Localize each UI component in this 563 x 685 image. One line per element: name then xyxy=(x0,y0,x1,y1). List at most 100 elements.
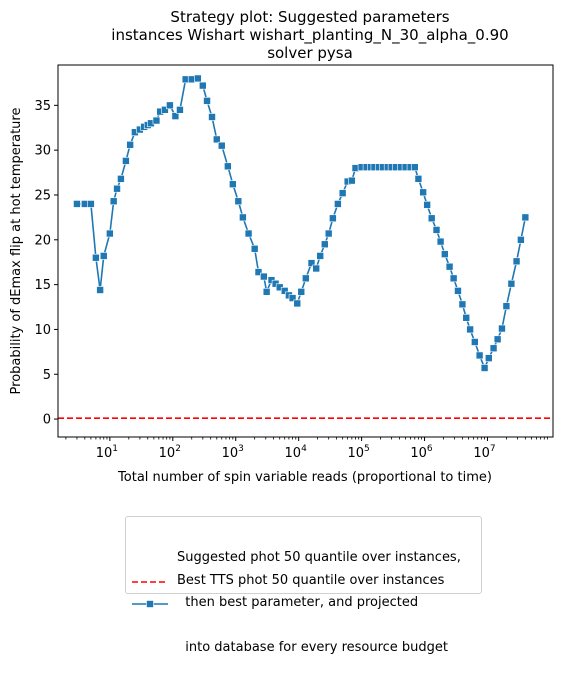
data-point-84 xyxy=(462,313,471,322)
data-point-36 xyxy=(250,244,259,253)
y-tick-label-4: 20 xyxy=(34,233,51,248)
data-point-26 xyxy=(199,81,207,90)
chart-title-line-3: solver pysa xyxy=(267,44,353,62)
data-point-30 xyxy=(217,141,226,150)
data-point-19 xyxy=(161,106,169,114)
data-point-73 xyxy=(414,175,423,183)
data-point-34 xyxy=(239,213,247,222)
data-point-27 xyxy=(203,97,211,105)
data-point-53 xyxy=(324,229,333,238)
data-point-88 xyxy=(480,364,489,372)
data-point-35 xyxy=(244,229,253,238)
data-point-8 xyxy=(113,184,121,193)
legend-entry-best-tts: Best TTS phot 50 quantile over instances xyxy=(126,573,444,588)
data-point-82 xyxy=(454,287,462,295)
data-point-85 xyxy=(466,325,474,334)
data-point-5 xyxy=(99,252,108,260)
data-point-45 xyxy=(288,294,297,302)
data-point-92 xyxy=(498,324,506,333)
plot-area: 101 102 103 104 105 106 107 0 5 10 15 20 25 30 35 Tot… xyxy=(9,64,554,485)
data-point-47 xyxy=(297,287,306,296)
data-point-74 xyxy=(419,188,427,197)
data-point-81 xyxy=(449,274,458,283)
data-point-90 xyxy=(489,344,498,353)
legend: Suggested phot 50 quantile over instance… xyxy=(125,516,482,655)
data-point-37 xyxy=(254,268,263,276)
y-axis: 0 5 10 15 20 25 30 35 xyxy=(34,99,58,428)
series-layer xyxy=(58,74,553,419)
data-point-89 xyxy=(484,354,493,362)
data-point-21 xyxy=(171,112,180,120)
data-point-97 xyxy=(521,213,530,222)
data-point-58 xyxy=(348,176,356,185)
data-point-52 xyxy=(320,240,329,249)
chart-title-line-1: Strategy plot: Suggested parameters xyxy=(170,8,450,26)
data-point-51 xyxy=(316,252,325,260)
y-tick-label-5: 25 xyxy=(34,188,51,203)
data-point-38 xyxy=(260,272,268,281)
data-point-17 xyxy=(152,116,161,125)
data-point-87 xyxy=(475,351,484,360)
y-tick-label-1: 5 xyxy=(43,368,51,383)
x-tick-label-5: 106 xyxy=(410,444,433,461)
data-point-76 xyxy=(427,214,436,223)
data-point-93 xyxy=(502,302,511,310)
plot-frame xyxy=(57,64,554,438)
data-point-10 xyxy=(122,157,130,165)
data-point-94 xyxy=(507,279,516,288)
data-point-48 xyxy=(302,274,310,283)
data-point-54 xyxy=(329,214,337,223)
x-tick-label-6: 107 xyxy=(473,444,495,461)
y-tick-label-3: 15 xyxy=(34,278,51,293)
data-point-95 xyxy=(512,257,521,266)
data-point-3 xyxy=(92,253,100,262)
y-tick-label-0: 0 xyxy=(43,413,51,428)
data-point-6 xyxy=(106,229,114,238)
data-point-31 xyxy=(224,162,232,171)
figure: Strategy plot: Suggested parameters inst… xyxy=(9,8,554,655)
y-tick-label-2: 10 xyxy=(34,323,51,338)
x-tick-label-3: 104 xyxy=(285,444,308,461)
data-point-33 xyxy=(234,197,243,206)
data-point-75 xyxy=(423,201,431,209)
data-point-56 xyxy=(338,189,347,197)
x-tick-label-2: 103 xyxy=(222,444,244,461)
data-point-11 xyxy=(126,140,134,149)
data-point-96 xyxy=(517,235,525,244)
data-point-9 xyxy=(117,175,125,183)
legend-label-suggested-1: Suggested phot 50 quantile over instance… xyxy=(177,550,461,565)
data-point-77 xyxy=(432,226,441,234)
data-point-22 xyxy=(176,106,184,114)
x-tick-label-1: 102 xyxy=(159,444,181,461)
data-point-29 xyxy=(212,135,221,144)
y-axis-label: Probability of dEmax flip at hot tempera… xyxy=(9,108,24,395)
data-point-39 xyxy=(262,287,271,296)
data-point-20 xyxy=(166,101,174,110)
data-point-78 xyxy=(436,237,445,246)
data-point-0 xyxy=(73,200,81,208)
data-point-55 xyxy=(334,200,342,208)
data-point-4 xyxy=(96,286,104,294)
data-point-72 xyxy=(410,163,419,171)
data-point-91 xyxy=(493,335,502,344)
y-tick-label-6: 30 xyxy=(34,144,51,159)
data-point-49 xyxy=(307,259,316,267)
legend-swatch-suggested xyxy=(132,596,168,610)
y-tick-label-7: 35 xyxy=(34,99,51,114)
data-point-79 xyxy=(441,250,449,258)
legend-swatch-best-tts xyxy=(132,574,168,588)
data-point-83 xyxy=(458,300,467,309)
legend-label-suggested-3: into database for every resource budget xyxy=(177,640,449,655)
legend-label-best-tts: Best TTS phot 50 quantile over instances xyxy=(177,573,445,588)
legend-entry-suggested: Suggested phot 50 quantile over instance… xyxy=(126,520,461,685)
chart-title-line-2: instances Wishart wishart_planting_N_30_… xyxy=(111,26,509,44)
x-tick-label-0: 101 xyxy=(96,444,118,461)
data-point-32 xyxy=(229,180,237,189)
data-point-2 xyxy=(87,200,95,208)
data-point-50 xyxy=(312,264,320,273)
legend-label-suggested-2: then best parameter, and projected xyxy=(177,595,419,610)
data-point-46 xyxy=(293,299,302,308)
x-tick-label-4: 105 xyxy=(347,444,369,461)
data-point-25 xyxy=(194,74,202,83)
data-point-86 xyxy=(471,338,479,346)
